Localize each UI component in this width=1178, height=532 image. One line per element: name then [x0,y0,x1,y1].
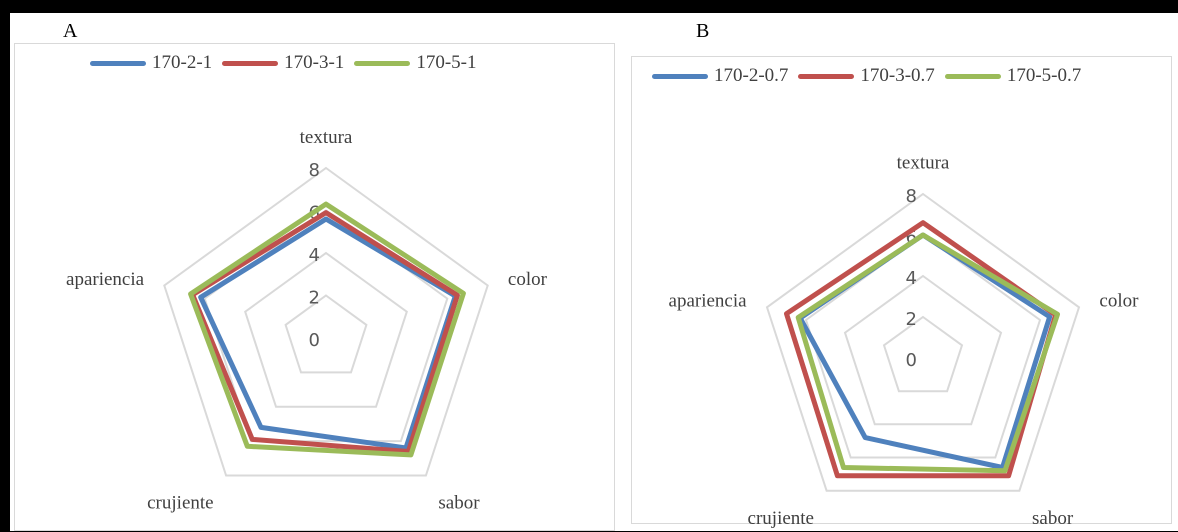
tick-label: 2 [309,288,320,309]
legend-item: 170-5-1 [354,52,476,74]
legend-item: 170-3-0.7 [798,65,935,87]
category-label: color [1099,291,1139,312]
grid-ring [843,274,1003,426]
legend-label: 170-5-0.7 [1006,65,1082,86]
radar-chart-a: 170-2-1 170-3-1 170-5-1 0 2 4 6 8 textura color s… [14,43,615,531]
legend-item: 170-5-0.7 [944,65,1082,87]
grid-ring [804,233,1042,459]
legend-swatch [944,73,1001,79]
legend-label: 170-3-0.7 [860,65,935,86]
legend-b: 170-2-0.7 170-3-0.7 170-5-0.7 [652,65,1091,87]
legend-item: 170-2-1 [90,52,212,74]
tick-label: 0 [309,330,320,351]
grid-ring [284,294,368,374]
tick-label: 0 [906,350,917,371]
grid-ring [244,251,408,408]
panel-a: A 170-2-1 170-3-1 170-5-1 0 2 4 6 8 textura colo… [10,13,622,531]
legend-swatch [798,73,855,79]
series-line [795,232,1060,474]
series-line [190,210,460,454]
legend-item: 170-2-0.7 [652,65,788,87]
series-line [188,201,466,458]
tick-label: 8 [309,160,320,181]
series-line [797,232,1053,470]
radar-chart-b: 170-2-0.7 170-3-0.7 170-5-0.7 0 2 4 6 8 textura… [631,56,1172,530]
category-label: sabor [438,493,480,514]
tick-label: 4 [309,245,320,266]
legend-item: 170-3-1 [222,52,344,74]
legend-swatch [222,60,279,66]
tick-label: 4 [906,268,917,289]
tick-label: 2 [906,309,917,330]
legend-swatch [652,73,708,79]
category-label: apariencia [66,269,145,290]
legend-label: 170-2-1 [152,52,213,73]
category-label: sabor [1032,508,1074,529]
legend-a: 170-2-1 170-3-1 170-5-1 [90,52,486,74]
legend-swatch [354,60,411,66]
legend-label: 170-2-0.7 [714,65,789,86]
grid-ring [882,315,964,393]
category-label: color [508,269,548,290]
grid-ring [765,192,1081,492]
tick-label: 6 [906,227,917,248]
panel-b-letter: B [696,20,710,42]
category-label: apariencia [669,291,748,312]
legend-label: 170-3-1 [284,52,345,73]
radar-svg-b: 0 2 4 6 8 textura color sabor crujiente aparienci… [669,153,1140,530]
category-label: textura [300,127,353,148]
tick-label: 8 [906,186,917,207]
legend-label: 170-5-1 [416,52,477,73]
category-label: textura [897,153,950,174]
category-label: crujiente [147,493,213,514]
radar-svg-a: 02468texturacolorsaborcrujienteaparienci… [66,127,548,514]
category-label: crujiente [748,508,814,529]
grid-ring [163,166,489,477]
panel-a-letter: A [63,20,78,42]
panel-b: B 170-2-0.7 170-3-0.7 170-5-0.7 0 2 4 6 8 textu… [622,13,1178,531]
legend-swatch [90,60,146,66]
